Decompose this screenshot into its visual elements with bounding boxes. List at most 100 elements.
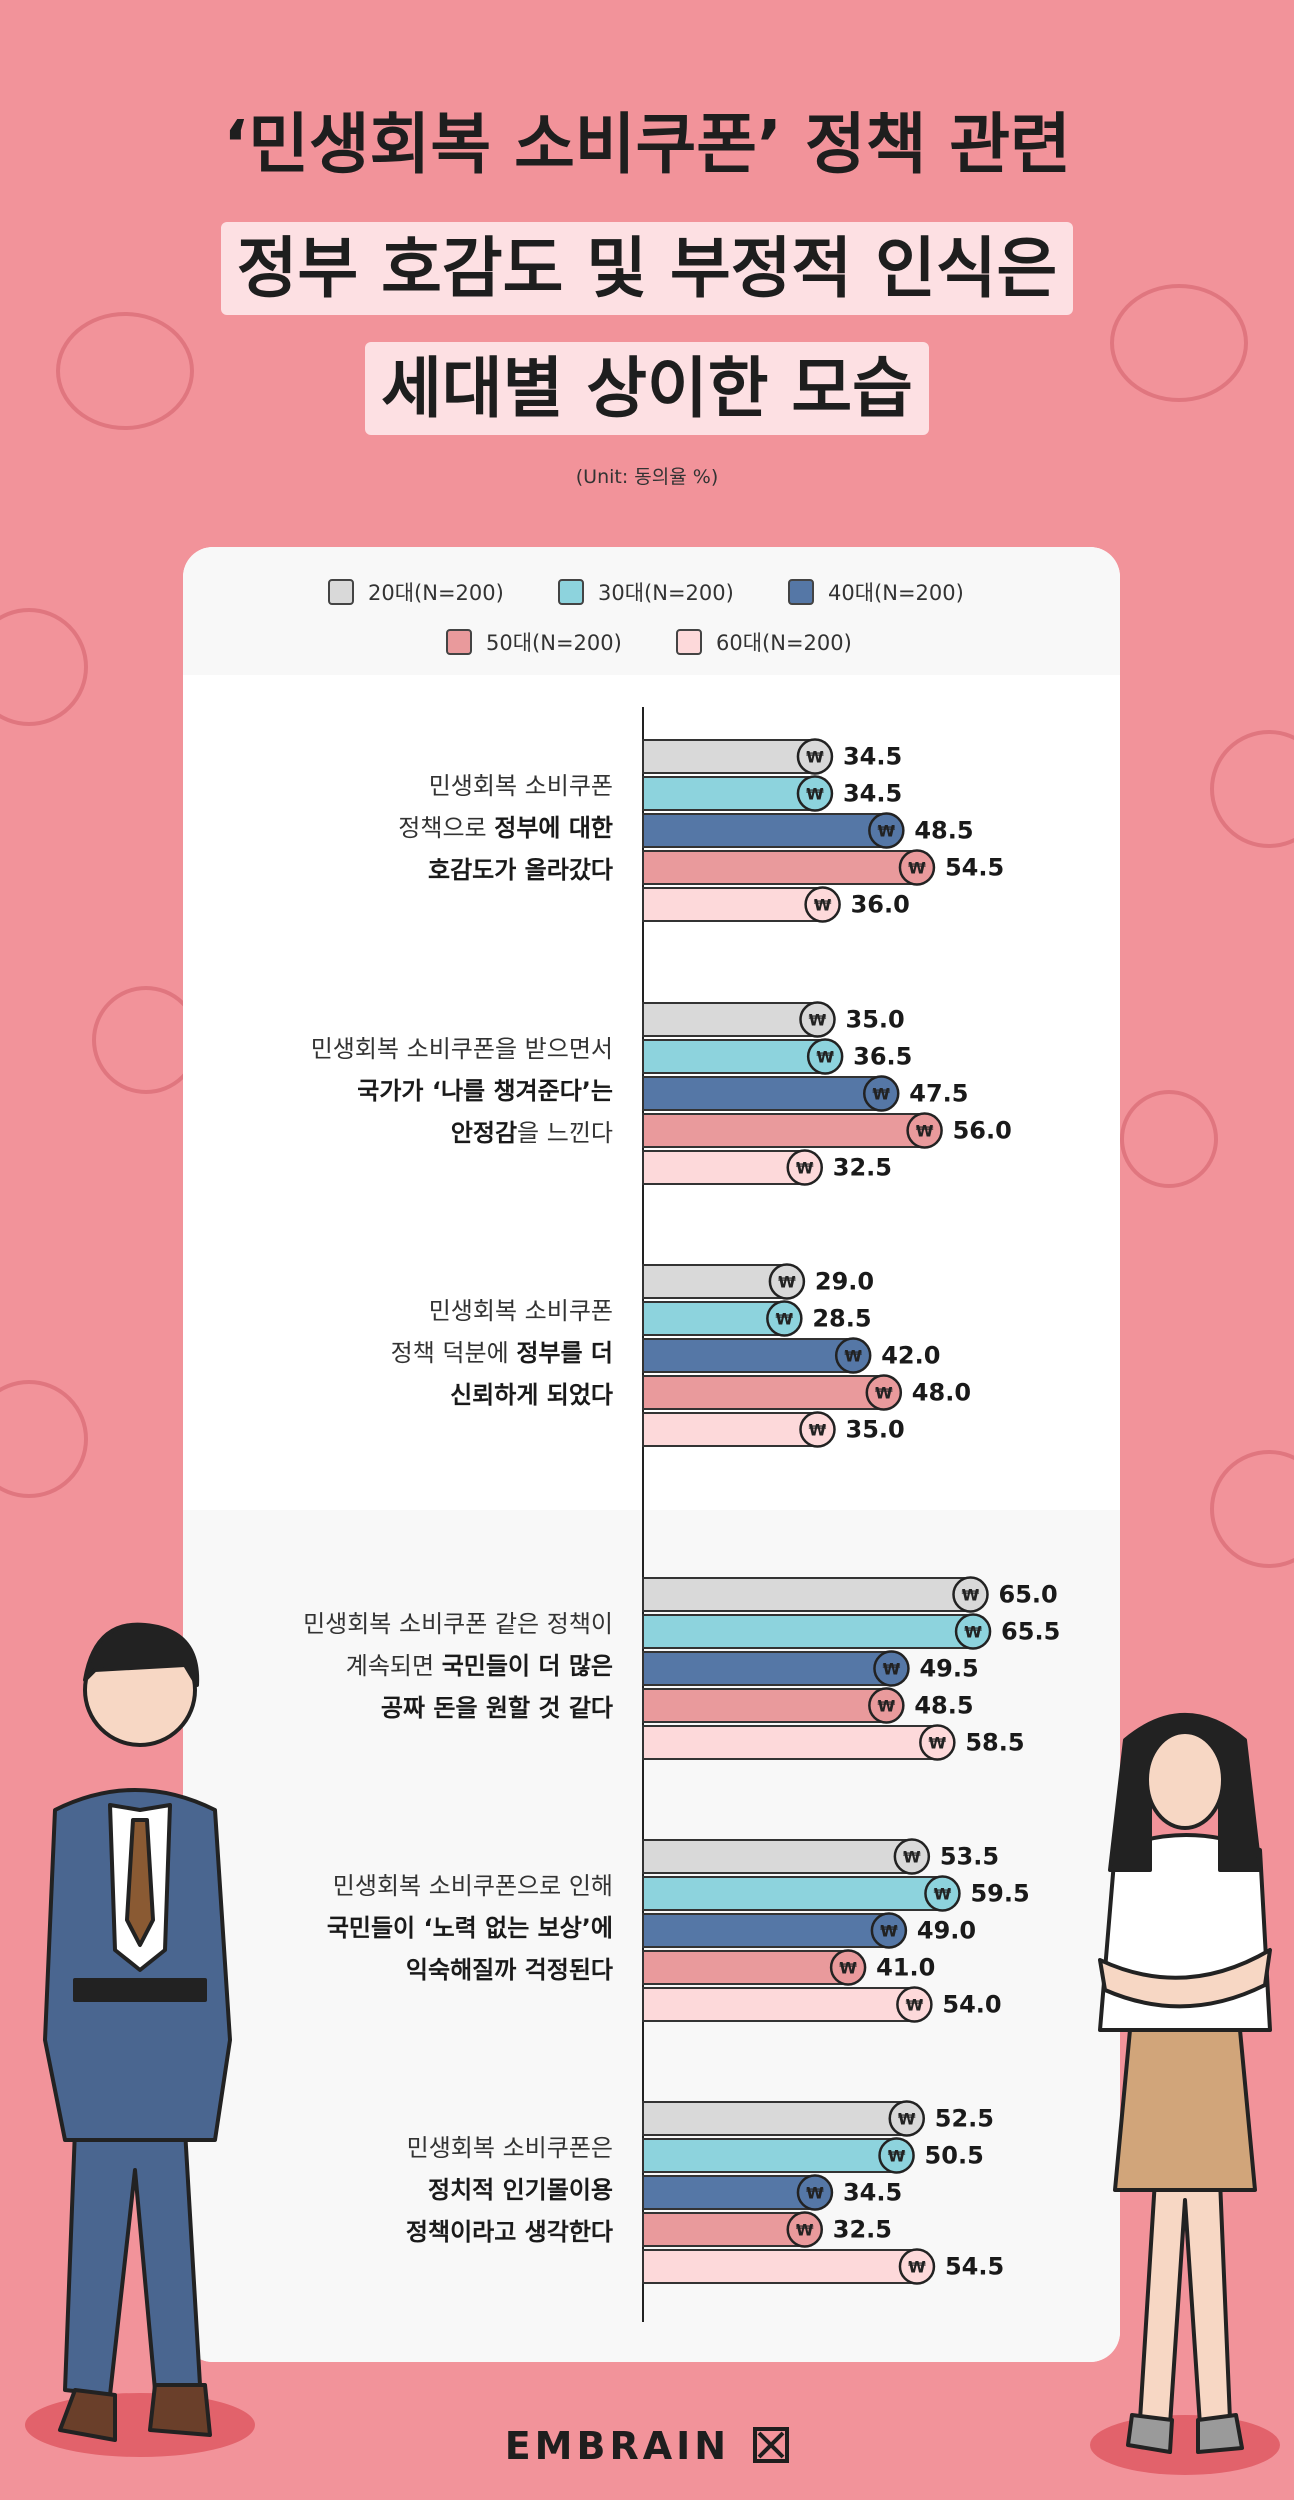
legend-label: 30대(N=200) <box>598 581 734 605</box>
won-coin-glyph: ₩ <box>809 1421 827 1440</box>
won-coin-icon <box>952 1576 989 1613</box>
bar-value-label: 36.0 <box>851 891 910 919</box>
question-label-segment: 민생회복 소비쿠폰을 받으면서 <box>310 1035 613 1063</box>
question-label: 민생회복 소비쿠폰 같은 정책이 계속되면 국민들이 더 많은 공짜 돈을 원할 것… <box>183 1603 613 1729</box>
bar <box>642 2138 902 2173</box>
won-coin-glyph: ₩ <box>878 1697 896 1716</box>
sad-face-icon <box>1210 730 1294 848</box>
legend-item: 40대(N=200) <box>788 577 964 607</box>
smile-face-icon <box>1120 1090 1218 1188</box>
legend-background <box>183 547 1120 675</box>
won-coin-icon <box>804 886 841 923</box>
smile-face-icon <box>0 1380 88 1498</box>
question-label-segment: 민생회복 소비쿠폰은 <box>406 2134 613 2162</box>
question-label-line: 공짜 돈을 원할 것 같다 <box>183 1687 613 1729</box>
legend-label: 20대(N=200) <box>368 581 504 605</box>
won-coin-glyph: ₩ <box>875 1384 893 1403</box>
bar-value-label: 48.5 <box>914 817 973 845</box>
bar <box>642 776 820 811</box>
man-illustration <box>25 1622 255 2457</box>
legend-item: 50대(N=200) <box>446 627 622 657</box>
bar-value-label: 47.5 <box>909 1080 968 1108</box>
question-label-line: 민생회복 소비쿠폰 <box>183 1290 613 1332</box>
question-label-segment: 정부를 더 <box>516 1339 613 1367</box>
legend-swatch <box>328 579 354 605</box>
bar-value-label: 28.5 <box>812 1305 871 1333</box>
won-coin-glyph: ₩ <box>883 1660 901 1679</box>
bar <box>642 1412 823 1447</box>
won-coin-icon <box>868 1687 905 1724</box>
question-label-line: 신뢰하게 되었다 <box>183 1374 613 1416</box>
legend-label: 60대(N=200) <box>716 631 852 655</box>
won-coin-glyph: ₩ <box>908 859 926 878</box>
bar-value-label: 52.5 <box>935 2105 994 2133</box>
legend-label: 50대(N=200) <box>486 631 622 655</box>
bar <box>642 2212 810 2247</box>
won-coin-icon <box>924 1875 961 1912</box>
bar <box>642 1950 854 1985</box>
unit-label: (Unit: 동의율 %) <box>575 466 719 488</box>
won-coin-glyph: ₩ <box>814 896 832 915</box>
question-label-segment: 국민들이 더 많은 <box>441 1652 613 1680</box>
embrain-logo: EMBRAIN <box>0 2424 1294 2468</box>
question-label-segment: 안정감 <box>450 1119 518 1147</box>
won-coin-icon <box>954 1613 992 1650</box>
bar-value-label: 54.0 <box>942 1991 1001 2019</box>
won-coin-icon <box>865 1374 903 1411</box>
bar <box>642 1651 897 1686</box>
won-coin-glyph: ₩ <box>806 748 824 767</box>
question-label-segment: 계속되면 <box>345 1652 442 1680</box>
won-coin-icon <box>799 1001 836 1038</box>
bar-value-label: 32.5 <box>833 2216 892 2244</box>
won-coin-glyph: ₩ <box>844 1347 862 1366</box>
bar-value-label: 49.5 <box>919 1655 978 1683</box>
won-coin-glyph: ₩ <box>809 1011 827 1030</box>
legend-item: 60대(N=200) <box>676 627 852 657</box>
question-label-line: 정책이라고 생각한다 <box>183 2211 613 2253</box>
bar <box>642 2101 912 2136</box>
question-label: 민생회복 소비쿠폰으로 인해 국민들이 ‘노력 없는 보상’에 익숙해질까 걱정된다 <box>183 1865 613 1991</box>
won-coin-glyph: ₩ <box>776 1310 794 1329</box>
smile-face-icon <box>1110 284 1248 402</box>
won-coin-glyph: ₩ <box>929 1734 947 1753</box>
bar-value-label: 42.0 <box>881 1342 940 1370</box>
bar-value-label: 35.0 <box>846 1416 905 1444</box>
legend-swatch <box>558 579 584 605</box>
bar-value-label: 50.5 <box>925 2142 984 2170</box>
bar-value-label: 54.5 <box>945 2253 1004 2281</box>
won-coin-glyph: ₩ <box>908 2258 926 2277</box>
question-label-segment: 국가가 ‘나를 챙겨준다’는 <box>357 1077 613 1105</box>
bar <box>642 1002 823 1037</box>
bar <box>642 1725 943 1760</box>
legend-item: 30대(N=200) <box>558 577 734 607</box>
won-coin-glyph: ₩ <box>806 2184 824 2203</box>
bar-value-label: 65.0 <box>999 1581 1058 1609</box>
question-label-line: 정책 덕분에 정부를 더 <box>183 1332 613 1374</box>
bar-value-label: 41.0 <box>876 1954 935 1982</box>
bar <box>642 1876 948 1911</box>
embrain-logo-mark-icon <box>753 2427 790 2463</box>
won-coin-icon <box>796 2174 834 2211</box>
won-coin-glyph: ₩ <box>934 1885 952 1904</box>
question-label-segment: 신뢰하게 되었다 <box>450 1381 613 1409</box>
bar <box>642 1839 917 1874</box>
question-label-line: 안정감을 느낀다 <box>183 1112 613 1154</box>
bar <box>642 739 820 774</box>
won-coin-glyph: ₩ <box>806 785 824 804</box>
bar-value-label: 29.0 <box>815 1268 874 1296</box>
won-coin-icon <box>873 1650 910 1687</box>
question-label-segment: 정치적 인기몰이용 <box>428 2176 613 2204</box>
question-label-segment: 호감도가 올라갔다 <box>428 856 613 884</box>
legend-swatch <box>788 579 814 605</box>
bar <box>642 1076 887 1111</box>
bar <box>642 1375 889 1410</box>
bar-value-label: 56.0 <box>953 1117 1012 1145</box>
bar <box>642 1039 831 1074</box>
bar-value-label: 53.5 <box>940 1843 999 1871</box>
won-coin-icon <box>799 1411 836 1448</box>
bar-value-label: 34.5 <box>843 780 902 808</box>
bar <box>642 850 922 885</box>
question-label-line: 익숙해질까 걱정된다 <box>183 1949 613 1991</box>
smile-face-icon <box>0 608 88 726</box>
question-label-segment: 을 느낀다 <box>517 1119 613 1147</box>
